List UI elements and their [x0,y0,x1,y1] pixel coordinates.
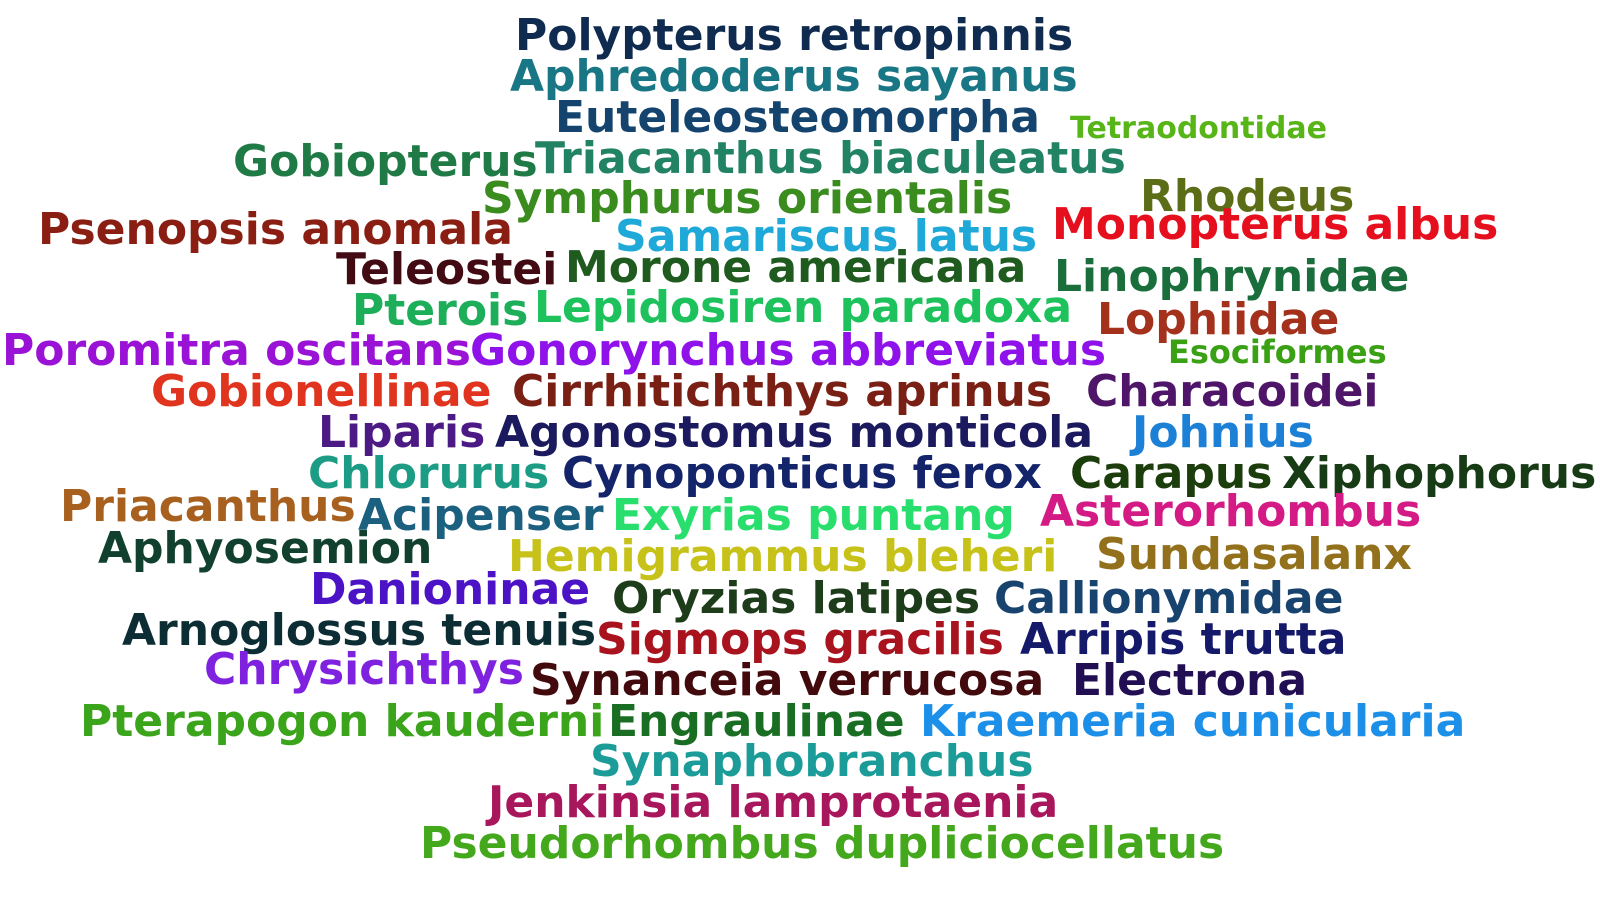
word-47: Engraulinae [608,696,905,747]
word-49: Synaphobranchus [590,736,1034,787]
word-10: Monopterus albus [1052,199,1499,250]
word-14: Pterois [352,285,529,336]
word-31: Acipenser [358,490,604,541]
word-34: Aphyosemion [98,523,433,574]
word-27: Cynoponticus ferox [562,448,1042,499]
word-51: Pseudorhombus dupliciocellatus [420,818,1225,869]
word-21: Cirrhitichthys aprinus [512,366,1053,417]
word-41: Sigmops gracilis [596,614,1004,665]
word-17: Poromitra oscitans [2,325,471,376]
word-26: Chlorurus [308,448,550,499]
word-29: Xiphophorus [1282,448,1597,499]
word-45: Electrona [1072,655,1308,706]
word-43: Chrysichthys [204,644,524,695]
word-22: Characoidei [1086,366,1379,417]
word-8: Psenopsis anomala [38,204,513,255]
word-7: Rhodeus [1140,171,1355,222]
word-20: Gobionellinae [151,366,492,417]
word-25: Johnius [1132,407,1314,458]
word-9: Samariscus latus [615,211,1038,262]
word-40: Arnoglossus tenuis [122,605,597,656]
word-6: Symphurus orientalis [482,173,1013,224]
word-48: Kraemeria cunicularia [920,696,1466,747]
word-38: Oryzias latipes [612,573,981,624]
word-11: Teleostei [336,244,558,295]
word-33: Asterorhombus [1040,486,1422,537]
word-37: Danioninae [310,564,591,615]
word-15: Lepidosiren paradoxa [534,282,1073,333]
word-28: Carapus [1070,448,1273,499]
word-18: Gonorynchus abbreviatus [470,325,1107,376]
word-4: Gobiopterus [233,136,538,187]
word-30: Priacanthus [60,481,356,532]
word-13: Linophrynidae [1054,251,1410,302]
word-46: Pterapogon kauderni [80,696,605,747]
word-1: Aphredoderus sayanus [510,51,1078,102]
word-12: Morone americana [565,242,1027,293]
word-5: Triacanthus biaculeatus [535,133,1126,184]
word-23: Liparis [318,407,486,458]
word-3: Tetraodontidae [1070,111,1327,146]
word-35: Hemigrammus bleheri [508,531,1058,582]
word-16: Lophiidae [1097,294,1340,345]
word-50: Jenkinsia lamprotaenia [488,777,1059,828]
word-36: Sundasalanx [1096,529,1412,580]
word-39: Callionymidae [994,573,1344,624]
word-24: Agonostomus monticola [495,407,1094,458]
word-2: Euteleosteomorpha [555,92,1040,143]
word-44: Synanceia verrucosa [530,655,1045,706]
word-0: Polypterus retropinnis [515,10,1074,61]
word-42: Arripis trutta [1020,614,1347,665]
word-19: Esociformes [1168,333,1387,371]
word-32: Exyrias puntang [612,490,1015,541]
